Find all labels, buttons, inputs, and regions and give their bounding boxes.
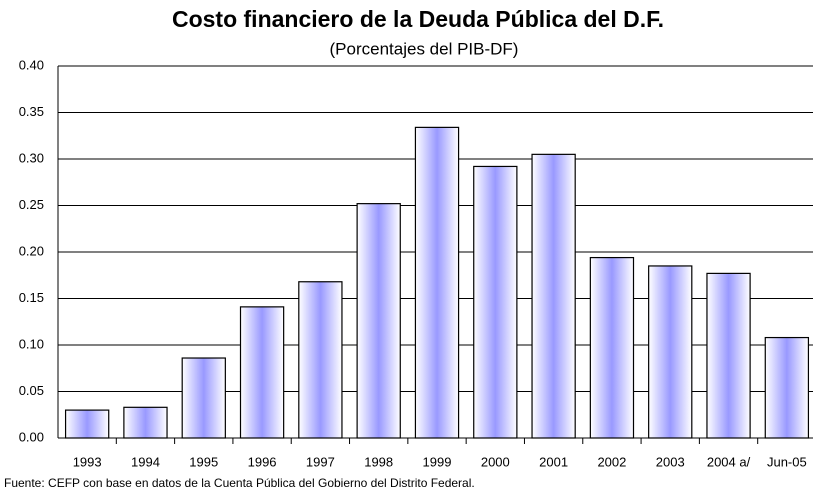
x-tick-label: 1999 xyxy=(423,454,452,469)
bar xyxy=(123,406,168,439)
x-tick-label: 2000 xyxy=(481,454,510,469)
chart-subtitle: (Porcentajes del PIB-DF) xyxy=(330,39,519,58)
bar xyxy=(356,203,401,439)
bar xyxy=(64,409,110,439)
bar xyxy=(531,153,576,439)
x-tick-label: 2004 a/ xyxy=(707,454,751,469)
bar xyxy=(706,272,751,439)
y-tick-label: 0.25 xyxy=(19,197,44,212)
y-tick-label: 0.40 xyxy=(19,57,44,72)
bar xyxy=(414,126,460,439)
bar xyxy=(648,265,693,439)
y-tick-label: 0.30 xyxy=(19,150,44,165)
y-tick-label: 0.35 xyxy=(19,104,44,119)
x-tick-label: 1995 xyxy=(189,454,218,469)
x-tick-label: 1994 xyxy=(131,454,160,469)
x-tick-label: 2001 xyxy=(539,454,568,469)
chart-title: Costo financiero de la Deuda Pública del… xyxy=(172,6,664,32)
y-tick-label: 0.05 xyxy=(19,383,44,398)
x-tick-label: 1997 xyxy=(306,454,335,469)
bar xyxy=(298,281,343,439)
x-tick-label: 2002 xyxy=(597,454,626,469)
y-tick-label: 0.20 xyxy=(19,243,44,258)
x-tick-label: 1996 xyxy=(248,454,277,469)
x-tick-label: 1993 xyxy=(73,454,102,469)
bar xyxy=(589,256,635,439)
x-tick-label: 2003 xyxy=(656,454,685,469)
y-tick-label: 0.15 xyxy=(19,290,44,305)
bar xyxy=(181,357,226,439)
bar xyxy=(764,336,810,439)
y-tick-label: 0.10 xyxy=(19,336,44,351)
y-tick-label: 0.00 xyxy=(19,429,44,444)
bar xyxy=(239,306,285,439)
x-tick-label: 1998 xyxy=(364,454,393,469)
x-tick-label: Jun-05 xyxy=(767,454,807,469)
source-note: Fuente: CEFP con base en datos de la Cue… xyxy=(4,476,475,490)
bar xyxy=(473,165,518,439)
